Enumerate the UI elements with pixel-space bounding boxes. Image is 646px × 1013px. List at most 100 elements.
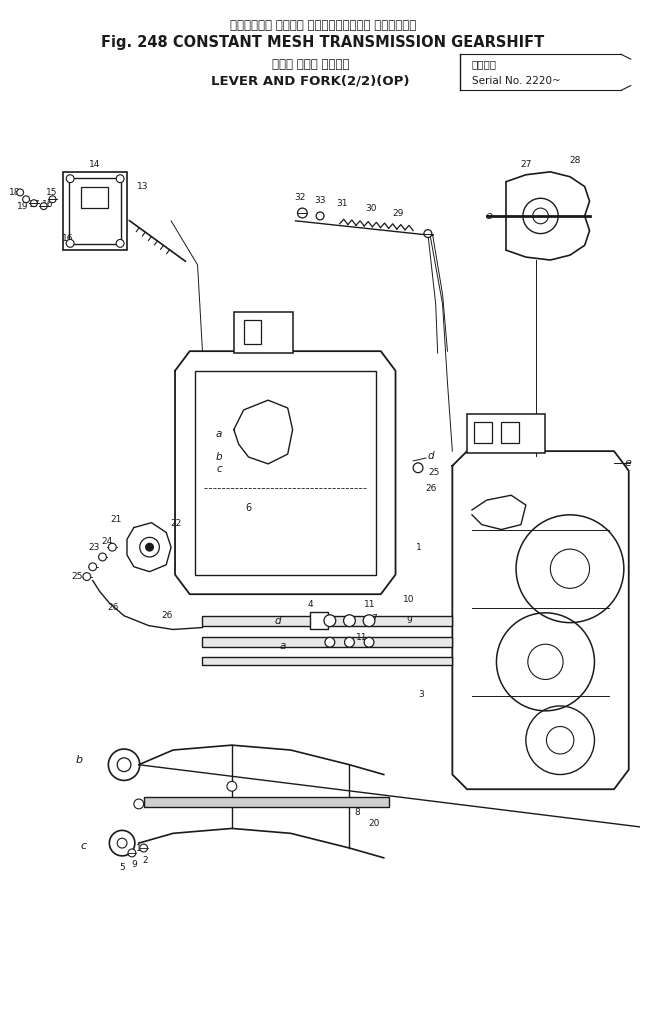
Text: 3: 3 <box>418 690 424 699</box>
Bar <box>310 612 328 629</box>
Bar <box>194 371 376 574</box>
Text: 26: 26 <box>108 604 119 613</box>
Bar <box>202 637 452 647</box>
Text: 27: 27 <box>520 160 532 169</box>
Text: 22: 22 <box>170 519 182 528</box>
Circle shape <box>298 208 307 218</box>
Text: c: c <box>216 464 222 474</box>
Bar <box>244 320 261 344</box>
Text: 20: 20 <box>368 820 380 829</box>
Bar <box>143 797 389 807</box>
Text: 16: 16 <box>42 200 54 209</box>
Circle shape <box>134 799 143 808</box>
Text: 11: 11 <box>364 600 376 609</box>
Text: レバー および フォーク: レバー および フォーク <box>271 58 349 71</box>
Text: 18: 18 <box>8 187 20 197</box>
Text: 9: 9 <box>131 860 137 869</box>
Circle shape <box>89 563 97 570</box>
Circle shape <box>140 844 147 852</box>
Circle shape <box>116 239 124 247</box>
Text: 10: 10 <box>136 844 147 853</box>
Text: 24: 24 <box>101 537 112 546</box>
Bar <box>474 421 492 444</box>
Text: 19: 19 <box>17 202 28 211</box>
Text: 21: 21 <box>110 516 122 525</box>
Text: 32: 32 <box>295 193 306 203</box>
Text: b: b <box>76 755 83 765</box>
Text: 26: 26 <box>425 484 436 493</box>
Text: 15: 15 <box>46 187 57 197</box>
Text: 6: 6 <box>245 503 251 513</box>
Text: 26: 26 <box>162 611 172 620</box>
Circle shape <box>325 637 335 647</box>
Text: 12: 12 <box>364 621 375 629</box>
Bar <box>202 616 452 626</box>
Circle shape <box>227 781 237 791</box>
Text: e: e <box>486 211 492 221</box>
Bar <box>234 312 293 354</box>
Text: 23: 23 <box>89 543 99 552</box>
Text: a: a <box>279 641 286 651</box>
Text: 30: 30 <box>365 204 377 213</box>
Circle shape <box>49 196 56 203</box>
Circle shape <box>17 189 24 196</box>
Text: 9: 9 <box>406 616 412 625</box>
Bar <box>63 172 127 250</box>
Circle shape <box>344 637 355 647</box>
Text: 1: 1 <box>416 543 422 552</box>
Circle shape <box>30 200 37 207</box>
Bar <box>501 421 519 444</box>
Text: 17: 17 <box>29 200 41 209</box>
Circle shape <box>83 572 90 580</box>
Circle shape <box>316 212 324 220</box>
Circle shape <box>116 175 124 182</box>
Circle shape <box>344 615 355 627</box>
Text: d: d <box>275 616 281 626</box>
Circle shape <box>145 543 154 551</box>
Circle shape <box>364 637 374 647</box>
Text: c: c <box>81 841 87 851</box>
Circle shape <box>109 543 116 551</box>
Text: Serial No. 2220~: Serial No. 2220~ <box>472 76 561 86</box>
Circle shape <box>413 463 423 473</box>
Circle shape <box>109 831 135 856</box>
Text: 14: 14 <box>89 160 100 169</box>
Text: 28: 28 <box>569 156 581 165</box>
Circle shape <box>99 553 107 561</box>
Text: d: d <box>428 451 435 461</box>
Text: 4: 4 <box>307 600 313 609</box>
Bar <box>202 656 452 665</box>
Text: 25: 25 <box>72 572 83 581</box>
Bar <box>81 186 109 208</box>
Text: 25: 25 <box>428 468 439 477</box>
Text: 10: 10 <box>403 595 415 604</box>
Circle shape <box>67 175 74 182</box>
Text: 31: 31 <box>336 200 348 208</box>
Circle shape <box>128 849 136 857</box>
Circle shape <box>363 615 375 627</box>
Text: 11: 11 <box>357 633 368 642</box>
Text: Fig. 248 CONSTANT MESH TRANSMISSION GEARSHIFT: Fig. 248 CONSTANT MESH TRANSMISSION GEAR… <box>101 35 545 50</box>
Text: コンスタント メッシュ トランスミッション ギヤーシフト: コンスタント メッシュ トランスミッション ギヤーシフト <box>230 19 416 32</box>
Text: LEVER AND FORK(2/2)(OP): LEVER AND FORK(2/2)(OP) <box>211 74 410 87</box>
Circle shape <box>324 615 336 627</box>
Text: 33: 33 <box>315 197 326 206</box>
Text: 適用号機: 適用号機 <box>472 59 497 69</box>
Circle shape <box>424 230 432 237</box>
Bar <box>69 177 121 244</box>
Text: 13: 13 <box>137 182 149 191</box>
Text: e: e <box>625 458 632 468</box>
Text: a: a <box>216 430 222 440</box>
Circle shape <box>67 239 74 247</box>
Text: 16: 16 <box>61 234 73 242</box>
Text: 29: 29 <box>393 209 404 218</box>
Bar <box>467 414 545 453</box>
Text: 7: 7 <box>371 614 377 623</box>
Circle shape <box>40 203 47 210</box>
Circle shape <box>109 749 140 780</box>
Text: b: b <box>215 452 222 462</box>
Circle shape <box>23 196 30 203</box>
Text: 5: 5 <box>120 863 125 872</box>
Text: 2: 2 <box>143 856 149 865</box>
Text: 8: 8 <box>355 807 360 816</box>
